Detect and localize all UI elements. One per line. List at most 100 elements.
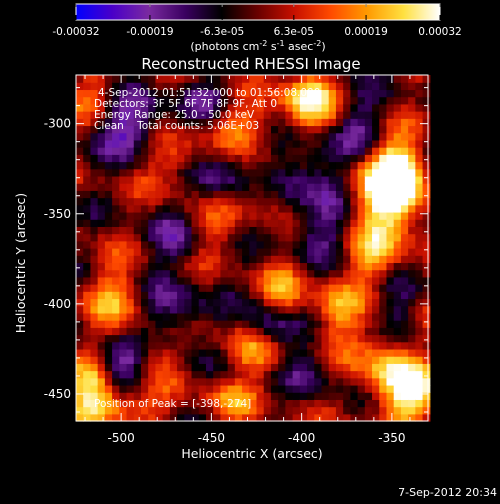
heatmap-cell (126, 262, 135, 271)
heatmap-cell (249, 240, 258, 249)
heatmap-cell (83, 262, 92, 271)
heatmap-cell (112, 392, 120, 400)
heatmap-cell (328, 211, 337, 220)
heatmap-cell (408, 363, 416, 372)
heatmap-cell (299, 219, 308, 227)
heatmap-cell (83, 291, 92, 300)
heatmap-cell (328, 204, 337, 213)
heatmap-cell (299, 305, 308, 314)
heatmap-cell (83, 305, 92, 314)
heatmap-cell (335, 334, 344, 343)
heatmap-cell (386, 233, 395, 242)
heatmap-cell (393, 406, 402, 415)
heatmap-cell (119, 255, 128, 264)
heatmap-cell (343, 384, 351, 393)
heatmap-cell (321, 269, 330, 278)
heatmap-cell (133, 240, 142, 249)
heatmap-cell (242, 284, 250, 292)
heatmap-cell (177, 139, 185, 148)
heatmap-cell (148, 291, 157, 300)
heatmap-cell (184, 406, 193, 415)
heatmap-cell (126, 312, 135, 321)
heatmap-cell (162, 183, 171, 191)
heatmap-cell (112, 255, 120, 264)
heatmap-cell (307, 125, 315, 134)
heatmap-cell (328, 284, 337, 292)
heatmap-cell (169, 147, 178, 155)
heatmap-cell (140, 363, 149, 372)
heatmap-cell (234, 226, 243, 235)
heatmap-cell (314, 132, 323, 141)
heatmap-cell (169, 348, 178, 357)
heatmap-cell (292, 348, 301, 357)
heatmap-cell (314, 269, 323, 278)
heatmap-cell (343, 334, 351, 343)
heatmap-cell (169, 118, 178, 127)
heatmap-cell (400, 255, 409, 264)
heatmap-cell (415, 147, 424, 155)
heatmap-cell (408, 269, 416, 278)
heatmap-cell (321, 211, 330, 220)
heatmap-cell (83, 334, 92, 343)
heatmap-cell (97, 89, 106, 98)
heatmap-cell (321, 233, 330, 242)
heatmap-cell (162, 327, 171, 336)
heatmap-cell (162, 341, 171, 350)
heatmap-cell (184, 384, 193, 393)
heatmap-cell (90, 103, 99, 112)
heatmap-cell (263, 89, 272, 98)
heatmap-cell (184, 89, 193, 98)
heatmap-cell (408, 197, 416, 206)
heatmap-cell (415, 356, 424, 364)
heatmap-cell (220, 132, 229, 141)
heatmap-cell (379, 356, 388, 364)
heatmap-cell (400, 363, 409, 372)
heatmap-cell (393, 204, 402, 213)
heatmap-cell (104, 89, 113, 98)
heatmap-cell (162, 377, 171, 386)
heatmap-cell (249, 96, 258, 105)
heatmap-cell (415, 399, 424, 408)
heatmap-cell (386, 377, 395, 386)
heatmap-cell (270, 226, 279, 235)
heatmap-cell (249, 327, 258, 336)
heatmap-cell (343, 118, 351, 127)
heatmap-cell (386, 392, 395, 400)
heatmap-cell (386, 255, 395, 264)
heatmap-cell (198, 248, 207, 256)
heatmap-cell (386, 320, 395, 328)
colorbar-tick-label: -0.00032 (52, 26, 99, 38)
heatmap-cell (408, 255, 416, 264)
heatmap-cell (278, 392, 286, 400)
heatmap-cell (350, 399, 359, 408)
heatmap-cell (285, 276, 294, 285)
heatmap-cell (119, 406, 128, 415)
heatmap-cell (335, 284, 344, 292)
heatmap-cell (408, 406, 416, 415)
heatmap-cell (242, 320, 250, 328)
heatmap-cell (133, 175, 142, 184)
heatmap-cell (422, 233, 431, 242)
heatmap-cell (119, 168, 128, 177)
heatmap-cell (321, 356, 330, 364)
heatmap-cell (270, 341, 279, 350)
heatmap-cell (270, 161, 279, 170)
heatmap-cell (386, 197, 395, 206)
heatmap-cell (242, 248, 250, 256)
heatmap-cell (278, 89, 286, 98)
heatmap-cell (393, 363, 402, 372)
heatmap-cell (379, 291, 388, 300)
heatmap-cell (155, 75, 164, 83)
heatmap-cell (191, 291, 200, 300)
heatmap-cell (162, 320, 171, 328)
heatmap-cell (148, 89, 157, 98)
heatmap-cell (198, 276, 207, 285)
heatmap-cell (328, 305, 337, 314)
heatmap-cell (227, 248, 236, 256)
heatmap-cell (119, 118, 128, 127)
heatmap-cell (184, 211, 193, 220)
heatmap-cell (357, 363, 366, 372)
heatmap-cell (364, 211, 373, 220)
heatmap-cell (343, 240, 351, 249)
x-axis-label: Heliocentric X (arcsec) (181, 446, 322, 461)
